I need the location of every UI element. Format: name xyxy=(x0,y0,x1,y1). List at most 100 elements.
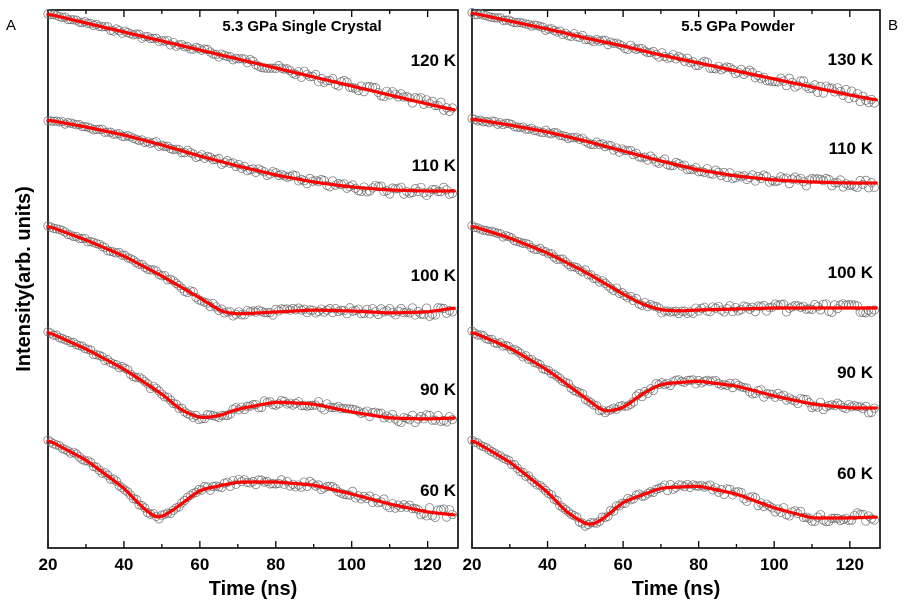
x-axis-title: Time (ns) xyxy=(209,578,298,600)
fit-line xyxy=(470,331,878,413)
data-point xyxy=(558,502,568,512)
fit-line xyxy=(46,118,456,193)
data-point xyxy=(123,487,133,497)
data-point xyxy=(467,221,477,231)
data-point xyxy=(526,475,537,485)
data-point xyxy=(546,369,556,379)
data-point xyxy=(586,398,596,408)
series-label: 60 K xyxy=(420,481,457,500)
data-points xyxy=(43,327,457,428)
series-120k: 120 K xyxy=(43,9,457,116)
x-tick-label: 80 xyxy=(689,555,708,574)
data-point xyxy=(543,488,554,498)
panel-letter: A xyxy=(6,17,16,34)
data-point xyxy=(532,480,542,490)
data-point xyxy=(239,475,250,485)
data-points xyxy=(43,116,457,200)
data-point xyxy=(668,484,678,494)
data-point xyxy=(572,386,582,396)
fit-line xyxy=(470,117,878,185)
x-tick-label: 40 xyxy=(538,555,557,574)
data-point xyxy=(163,275,173,285)
data-point xyxy=(600,408,610,418)
fit-line xyxy=(46,12,456,112)
data-point xyxy=(614,501,624,511)
series-label: 110 K xyxy=(829,139,874,158)
data-point xyxy=(154,269,164,279)
data-points xyxy=(467,221,879,319)
data-point xyxy=(549,494,559,504)
data-point xyxy=(535,480,545,490)
fit-line xyxy=(470,439,878,526)
data-point xyxy=(94,465,104,475)
data-point xyxy=(847,515,857,525)
data-point xyxy=(419,188,429,198)
data-point xyxy=(365,186,375,196)
fit-line xyxy=(46,331,456,421)
data-point xyxy=(538,483,548,493)
series-label: 100 K xyxy=(411,266,457,285)
series-label: 110 K xyxy=(412,156,457,175)
data-point xyxy=(447,188,457,198)
data-point xyxy=(487,447,497,457)
data-point xyxy=(560,257,571,267)
series-60k: 60 K xyxy=(43,435,457,524)
data-point xyxy=(592,274,602,284)
data-point xyxy=(484,445,494,455)
data-point xyxy=(174,281,184,291)
x-tick-label: 80 xyxy=(266,555,285,574)
data-point xyxy=(91,462,101,472)
data-point xyxy=(705,307,715,317)
data-point xyxy=(331,304,341,314)
series-100k: 100 K xyxy=(43,221,457,321)
data-points xyxy=(467,435,879,531)
fit-line xyxy=(46,224,456,316)
panel-letter: B xyxy=(888,17,898,34)
x-axis-title: Time (ns) xyxy=(632,578,721,600)
data-point xyxy=(91,350,101,360)
data-point xyxy=(131,373,141,383)
x-tick-label: 20 xyxy=(463,555,482,574)
data-point xyxy=(501,454,511,464)
data-point xyxy=(373,182,383,192)
x-tick-label: 40 xyxy=(114,555,133,574)
data-point xyxy=(120,485,130,495)
data-point xyxy=(390,310,400,320)
data-point xyxy=(844,180,854,191)
data-points xyxy=(467,113,879,193)
series-label: 130 K xyxy=(828,50,874,69)
panel-title: 5.5 GPa Powder xyxy=(681,18,795,35)
series-label: 100 K xyxy=(828,263,874,282)
data-point xyxy=(600,278,610,288)
data-point xyxy=(864,305,874,315)
series-label: 120 K xyxy=(411,51,457,70)
data-point xyxy=(566,509,576,519)
plot-frame xyxy=(47,9,459,549)
x-tick-label: 120 xyxy=(413,555,441,574)
data-point xyxy=(861,401,871,411)
data-point xyxy=(410,184,420,194)
series-60k: 60 K xyxy=(467,435,879,531)
data-point xyxy=(560,505,571,515)
data-point xyxy=(106,474,116,484)
data-point xyxy=(609,506,619,516)
data-point xyxy=(140,503,150,513)
series-90k: 90 K xyxy=(467,326,879,418)
data-point xyxy=(163,508,173,518)
data-point xyxy=(552,371,562,381)
data-point xyxy=(157,389,167,399)
data-point xyxy=(251,480,261,490)
data-point xyxy=(168,505,178,515)
data-point xyxy=(140,262,150,272)
plot-frame xyxy=(471,9,881,549)
data-point xyxy=(145,265,156,275)
data-point xyxy=(254,475,264,485)
data-point xyxy=(348,180,358,190)
series-label: 90 K xyxy=(420,380,457,399)
data-point xyxy=(617,498,627,508)
data-point xyxy=(126,490,136,500)
data-point xyxy=(509,460,520,470)
data-point xyxy=(753,301,763,311)
data-point xyxy=(475,440,486,450)
